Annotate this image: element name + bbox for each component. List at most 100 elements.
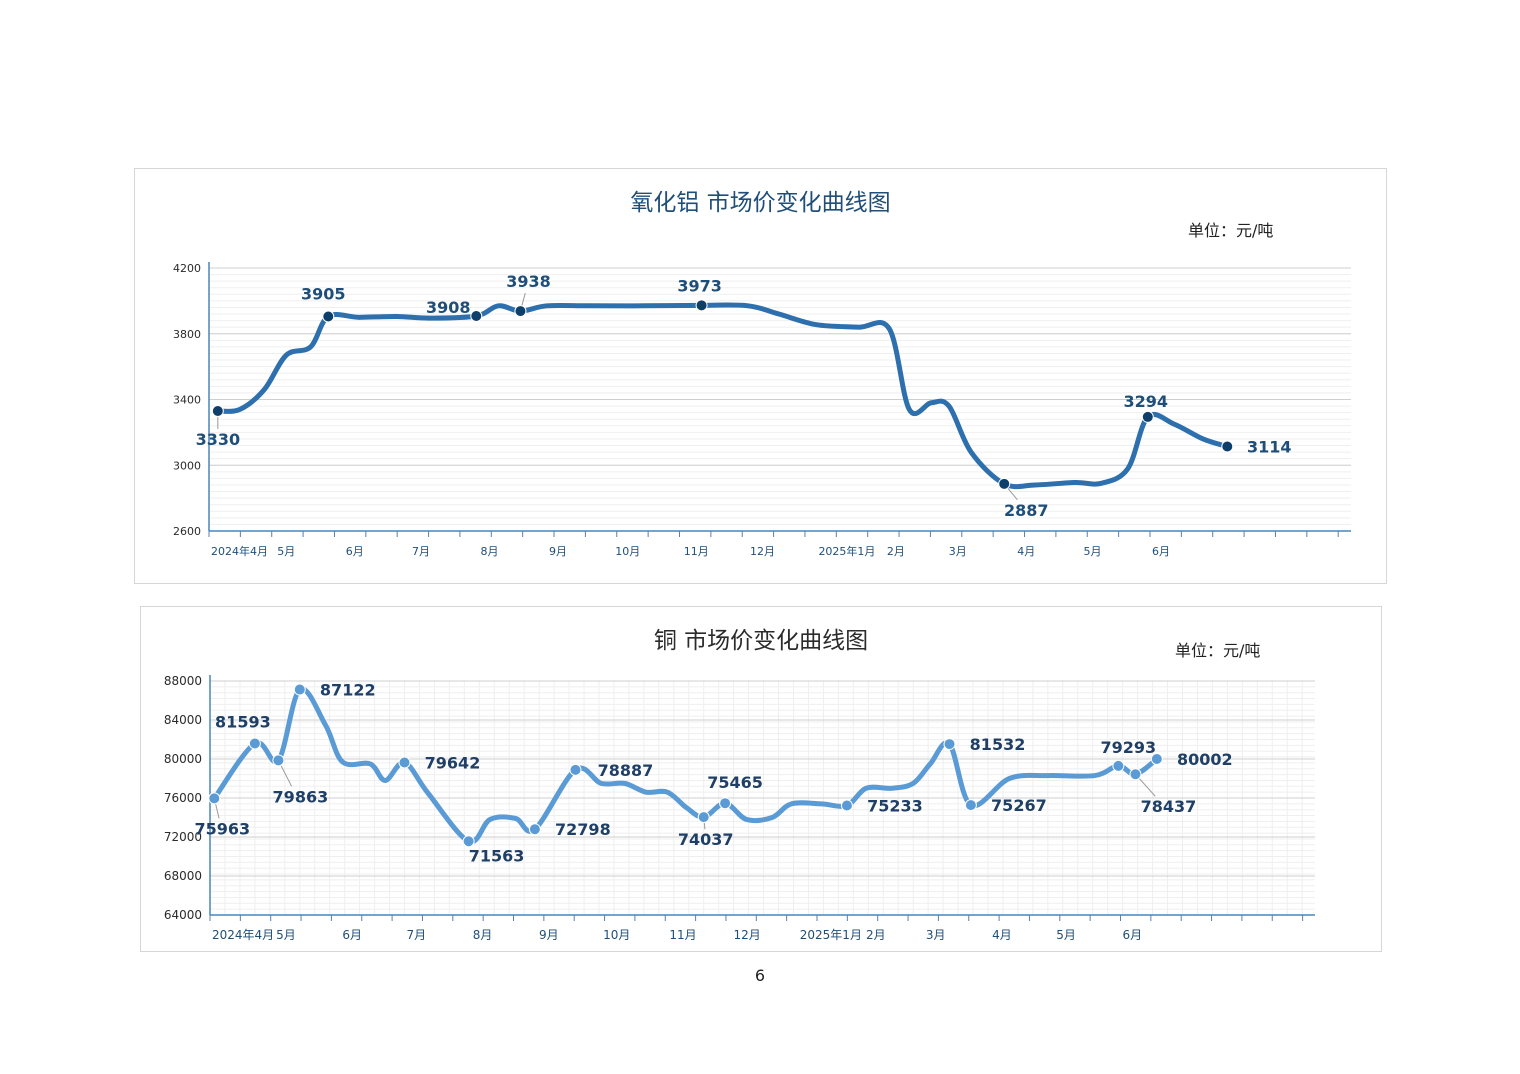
copper-data-label: 72798 <box>555 820 611 839</box>
copper-price-line <box>211 686 1160 845</box>
alumina-data-label: 3114 <box>1247 438 1292 457</box>
alumina-x-tick-label: 2024年4月 <box>211 544 268 558</box>
copper-data-point <box>964 799 977 812</box>
alumina-chart-title: 氧化铝 市场价变化曲线图 <box>630 190 891 216</box>
alumina-price-line <box>215 302 1230 490</box>
alumina-x-tick-label: 8月 <box>480 545 498 558</box>
copper-x-tick-label: 11月 <box>669 928 696 942</box>
copper-x-tick-label: 9月 <box>539 928 559 942</box>
copper-data-label: 79863 <box>273 787 329 806</box>
alumina-data-label: 3905 <box>301 284 346 303</box>
copper-data-label: 81532 <box>970 735 1026 754</box>
alumina-data-label: 3908 <box>426 298 471 317</box>
alumina-data-label: 3330 <box>196 430 241 449</box>
copper-x-tick-label: 12月 <box>734 928 761 942</box>
alumina-x-tick-label: 2025年1月 <box>818 544 875 558</box>
copper-y-tick-label: 88000 <box>164 674 202 688</box>
alumina-x-tick-label: 2月 <box>887 545 905 558</box>
copper-data-label: 87122 <box>320 681 376 700</box>
copper-data-label: 75267 <box>991 796 1047 815</box>
copper-y-tick-label: 68000 <box>164 869 202 883</box>
copper-unit-label: 单位：元/吨 <box>1175 641 1261 660</box>
copper-data-point <box>569 763 582 776</box>
alumina-y-tick-label: 3000 <box>173 459 201 472</box>
copper-y-tick-label: 72000 <box>164 830 202 844</box>
copper-x-tick-label: 2月 <box>866 928 886 942</box>
alumina-y-tick-label: 2600 <box>173 525 201 538</box>
alumina-x-tick-label: 6月 <box>1152 545 1170 558</box>
copper-data-label: 75963 <box>194 819 250 838</box>
copper-data-label: 74037 <box>678 830 734 849</box>
alumina-x-tick-label: 6月 <box>346 545 364 558</box>
copper-data-point <box>462 835 475 848</box>
alumina-x-tick-label: 3月 <box>949 545 967 558</box>
alumina-x-tick-label: 4月 <box>1017 545 1035 558</box>
copper-chart-panel: 铜 市场价变化曲线图 单位：元/吨 64000 68000 72000 76000 80… <box>140 606 1382 952</box>
alumina-data-point <box>211 405 224 418</box>
copper-data-point <box>697 811 710 824</box>
alumina-x-tick-label: 12月 <box>750 545 775 558</box>
copper-data-label: 81593 <box>215 712 271 731</box>
alumina-x-tick-label: 11月 <box>684 545 709 558</box>
copper-data-label: 79293 <box>1101 738 1157 757</box>
alumina-y-tick-label: 3800 <box>173 328 201 341</box>
copper-y-tick-label: 84000 <box>164 713 202 727</box>
copper-x-tick-label: 5月 <box>276 928 296 942</box>
alumina-data-point <box>998 477 1011 490</box>
copper-data-point <box>1112 759 1125 772</box>
alumina-x-tick-label: 5月 <box>277 545 295 558</box>
alumina-data-label: 3973 <box>677 276 722 295</box>
alumina-data-point <box>1141 410 1154 423</box>
copper-data-point <box>840 799 853 812</box>
alumina-y-tick-label: 3400 <box>173 394 201 407</box>
alumina-price-plot: 2600 3000 3400 3800 4200 2024年4月 5月 6月 7月 8月 9月 10月… <box>173 262 1351 558</box>
copper-x-tick-label: 8月 <box>473 928 493 942</box>
copper-y-tick-label: 76000 <box>164 791 202 805</box>
alumina-x-tick-label: 7月 <box>412 545 430 558</box>
alumina-grid <box>209 267 1351 532</box>
copper-x-tick-label: 6月 <box>1123 928 1143 942</box>
alumina-data-label: 3938 <box>506 272 551 291</box>
copper-x-tick-label: 2024年4月 <box>212 928 274 942</box>
alumina-data-point <box>322 310 335 323</box>
copper-data-point <box>719 797 732 810</box>
copper-data-label: 75233 <box>867 796 923 815</box>
copper-data-label: 71563 <box>469 846 525 865</box>
copper-x-tick-label: 5月 <box>1056 928 1076 942</box>
copper-price-plot: 64000 68000 72000 76000 80000 84000 88000 2024年… <box>164 674 1315 942</box>
alumina-chart-panel: 氧化铝 市场价变化曲线图 单位：元/吨 2600 3000 3400 3800 4200… <box>134 168 1387 584</box>
copper-x-tick-label: 7月 <box>406 928 426 942</box>
alumina-x-tick-label: 9月 <box>549 545 567 558</box>
copper-y-tick-label: 64000 <box>164 908 202 922</box>
copper-data-point <box>943 738 956 751</box>
copper-data-point <box>1150 752 1163 765</box>
copper-data-label: 75465 <box>707 773 763 792</box>
copper-data-point <box>528 823 541 836</box>
copper-data-point <box>208 792 221 805</box>
copper-x-tick-label: 6月 <box>342 928 362 942</box>
copper-x-tick-label: 4月 <box>992 928 1012 942</box>
alumina-x-tick-label: 5月 <box>1084 545 1102 558</box>
copper-x-tick-label: 10月 <box>603 928 630 942</box>
copper-data-point <box>248 737 261 750</box>
copper-data-point <box>398 756 411 769</box>
alumina-x-tick-label: 10月 <box>615 545 640 558</box>
alumina-data-point <box>514 305 527 318</box>
alumina-data-point <box>470 309 483 322</box>
page-number: 6 <box>754 966 766 985</box>
copper-data-label: 78887 <box>598 761 654 780</box>
copper-data-label: 80002 <box>1177 750 1233 769</box>
alumina-data-label: 3294 <box>1124 392 1169 411</box>
copper-data-point <box>1129 768 1142 781</box>
alumina-data-point <box>1221 440 1234 453</box>
alumina-unit-label: 单位：元/吨 <box>1188 221 1274 240</box>
copper-data-point <box>293 683 306 696</box>
copper-data-label: 79642 <box>425 753 481 772</box>
copper-x-tick-label: 2025年1月 <box>800 928 862 942</box>
copper-y-tick-label: 80000 <box>164 752 202 766</box>
alumina-y-tick-label: 4200 <box>173 262 201 275</box>
copper-x-tick-label: 3月 <box>926 928 946 942</box>
copper-data-point <box>272 754 285 767</box>
alumina-data-label: 2887 <box>1004 501 1049 520</box>
copper-chart-title: 铜 市场价变化曲线图 <box>653 628 869 654</box>
